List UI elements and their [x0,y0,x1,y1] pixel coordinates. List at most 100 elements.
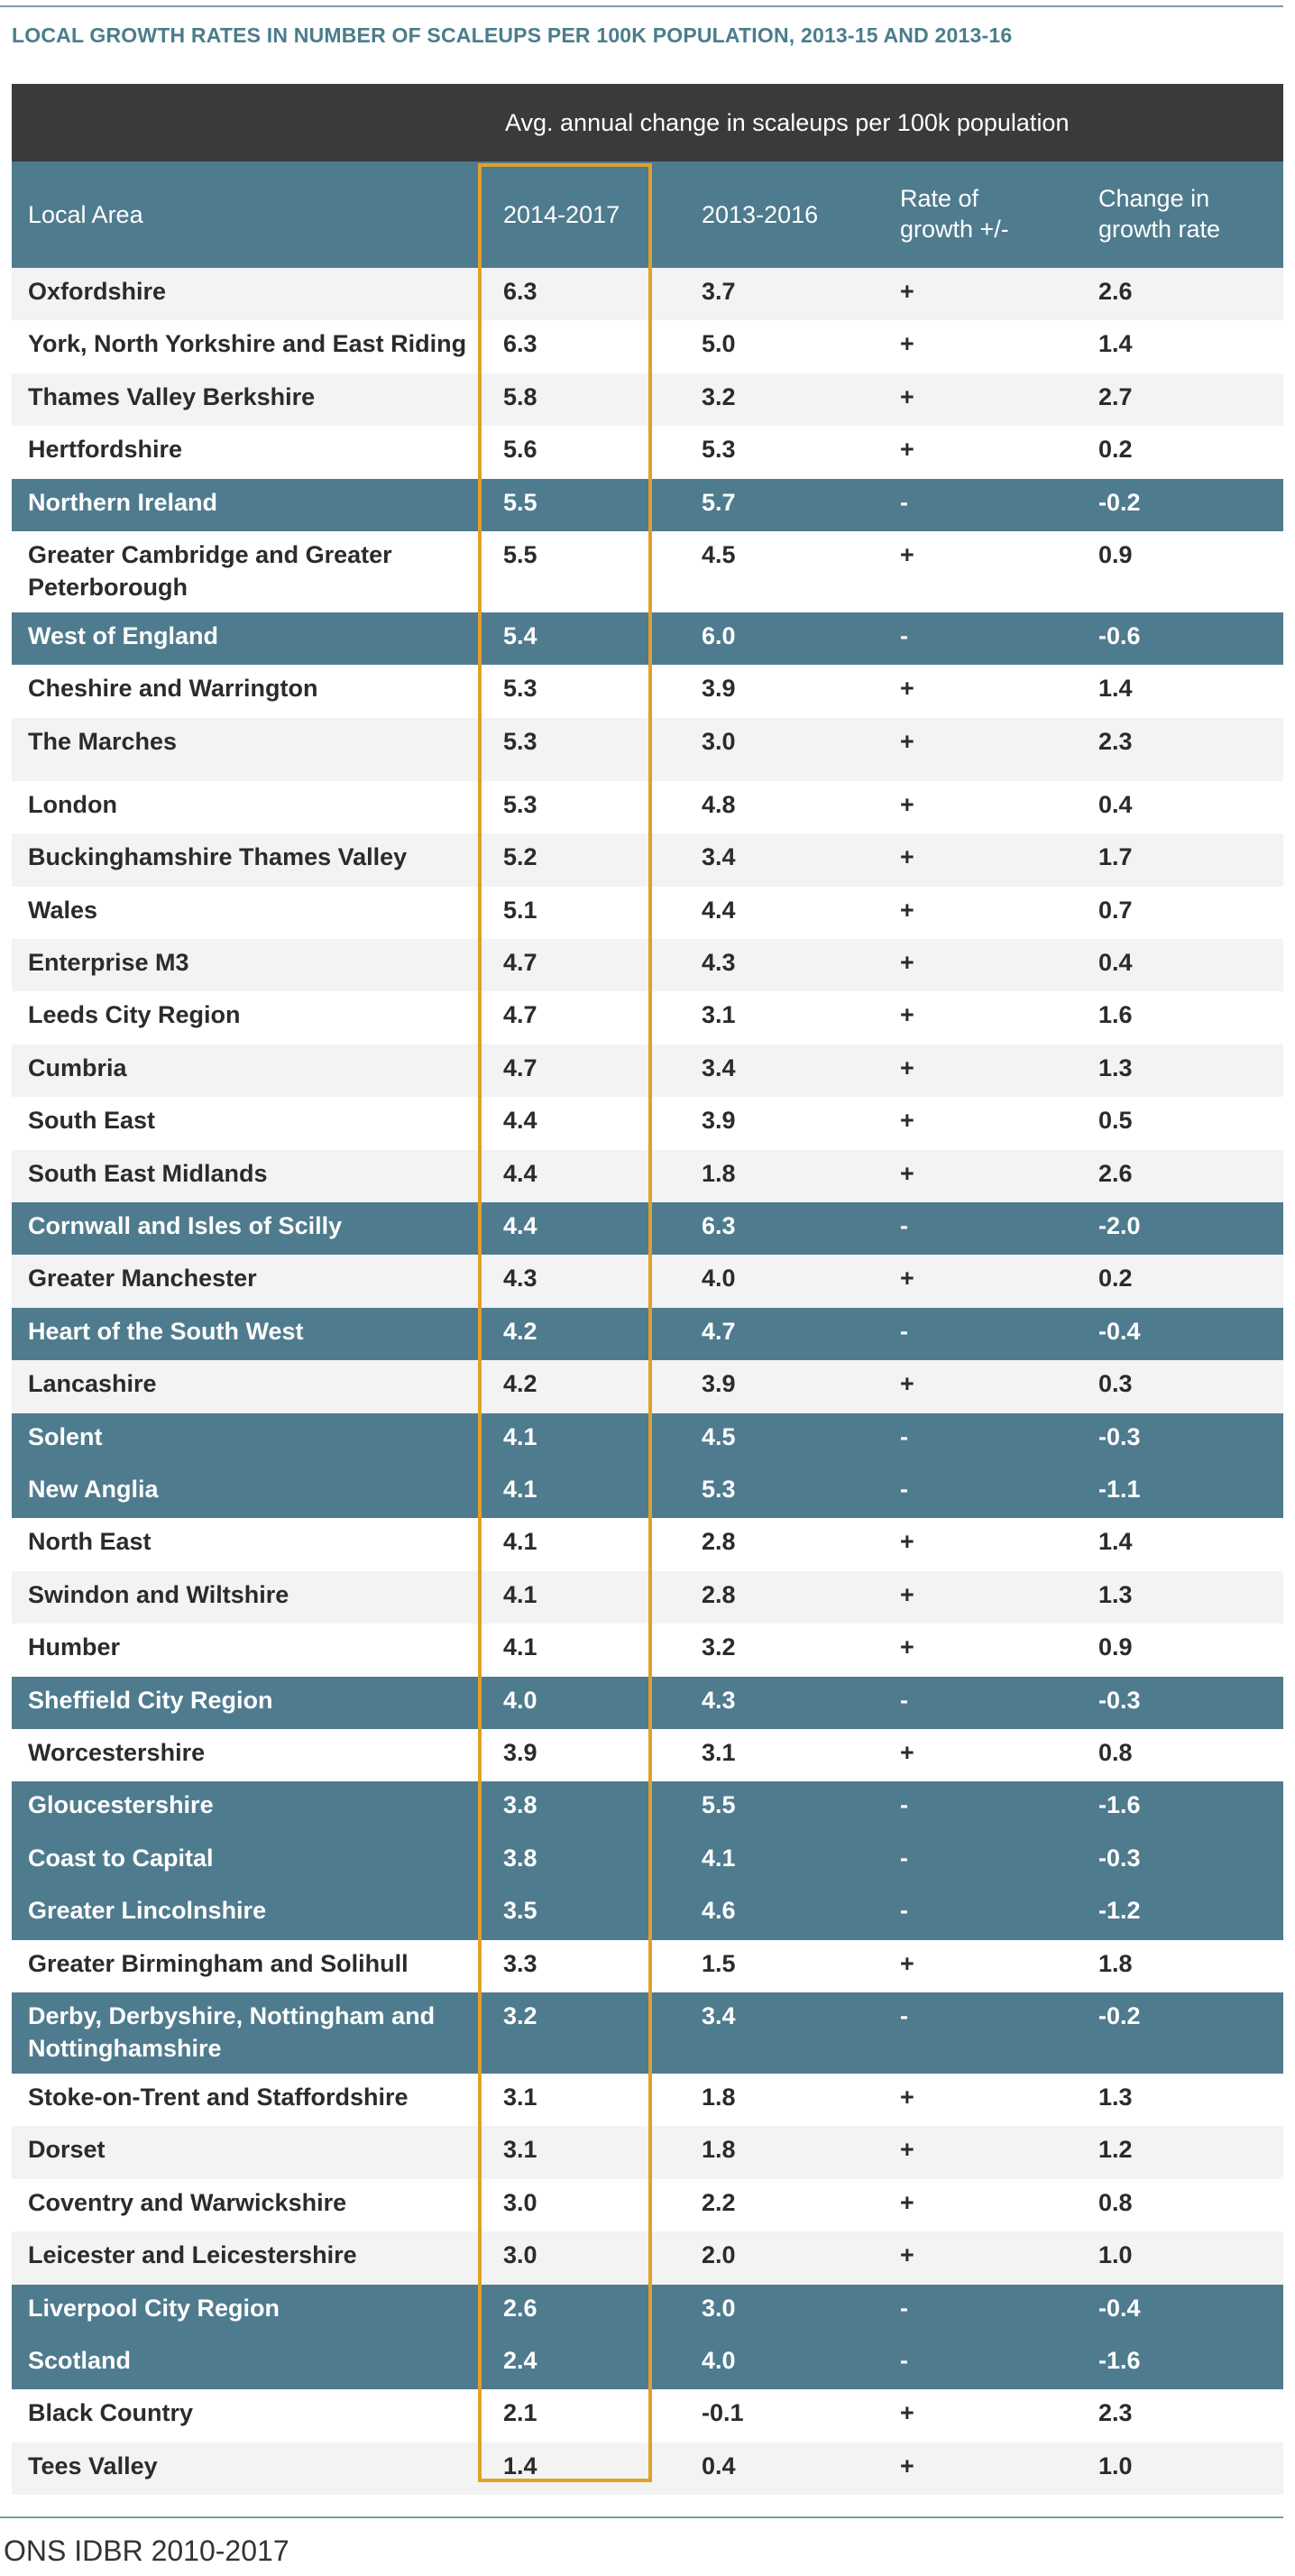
cell-rate-of-growth: + [900,896,914,924]
cell-rate-of-growth: + [900,1159,914,1187]
column-header-2014-2017: 2014-2017 [503,201,620,228]
cell-change-in-growth-rate: 1.3 [1098,1580,1133,1608]
cell-local-area: London [28,790,117,818]
table-row: London 5.3 4.8 +0.4 [12,780,1283,834]
cell-2014-2017: 6.3 [503,278,537,305]
cell-2013-2016: 3.4 [702,1053,736,1081]
table-row: Greater Cambridge and Greater Peterborou… [12,531,1283,612]
cell-change-in-growth-rate: 0.2 [1098,436,1133,464]
cell-2013-2016: 1.8 [702,2136,736,2164]
cell-rate-of-growth: - [900,1317,908,1345]
cell-change-in-growth-rate: 0.3 [1098,1370,1133,1398]
table-row: Wales 5.1 4.4 +0.7 [12,886,1283,939]
cell-2013-2016: 4.3 [702,949,736,976]
cell-2014-2017: 3.0 [503,2188,537,2216]
table-row: Worcestershire 3.9 3.1 +0.8 [12,1729,1283,1782]
cell-rate-of-growth: - [900,1791,908,1819]
cell-change-in-growth-rate: 0.7 [1098,896,1133,924]
cell-rate-of-growth: + [900,2188,914,2216]
cell-2014-2017: 4.0 [503,1686,537,1714]
cell-local-area: Greater Birmingham and Solihull [28,1949,409,1977]
table-row: Cumbria 4.7 3.4 +1.3 [12,1044,1283,1098]
cell-local-area: Greater Lincolnshire [28,1897,267,1925]
cell-2013-2016: 1.8 [702,1159,736,1187]
cell-rate-of-growth: + [900,541,914,568]
table-row: New Anglia 4.1 5.3 - -1.1 [12,1466,1283,1519]
cell-rate-of-growth: + [900,330,914,358]
cell-rate-of-growth: + [900,790,914,818]
cell-change-in-growth-rate: 1.4 [1098,675,1133,703]
cell-local-area: Scotland [28,2347,132,2374]
cell-change-in-growth-rate: 1.0 [1098,2452,1133,2479]
cell-2014-2017: 3.8 [503,1844,537,1872]
table-row: York, North Yorkshire and East Riding 6.3… [12,320,1283,373]
table-row: North East 4.1 2.8 +1.4 [12,1518,1283,1571]
cell-rate-of-growth: + [900,1001,914,1029]
cell-local-area: Lancashire [28,1370,157,1398]
table-row: Enterprise M3 4.7 4.3 +0.4 [12,939,1283,992]
cell-change-in-growth-rate: 2.7 [1098,382,1133,410]
cell-change-in-growth-rate: -0.4 [1098,1317,1141,1345]
table-row: Solent 4.1 4.5 - -0.3 [12,1412,1283,1466]
table-row: Leicester and Leicestershire 3.0 2.0 +1.0 [12,2231,1283,2285]
cell-rate-of-growth: - [900,1844,908,1872]
cell-local-area: Cumbria [28,1053,127,1081]
cell-2014-2017: 4.4 [503,1107,537,1135]
cell-local-area: Swindon and Wiltshire [28,1580,289,1608]
cell-rate-of-growth: - [900,2294,908,2322]
cell-change-in-growth-rate: -0.3 [1098,1422,1141,1450]
cell-change-in-growth-rate: 0.8 [1098,2188,1133,2216]
cell-change-in-growth-rate: 0.4 [1098,790,1133,818]
cell-local-area: Buckinghamshire Thames Valley [28,843,408,871]
cell-local-area: The Marches [28,727,178,755]
cell-2014-2017: 4.2 [503,1317,537,1345]
cell-2014-2017: 6.3 [503,330,537,358]
cell-2013-2016: 5.3 [702,436,736,464]
cell-local-area: West of England [28,622,219,649]
cell-2014-2017: 5.1 [503,896,537,924]
cell-change-in-growth-rate: 1.4 [1098,1528,1133,1556]
cell-local-area: Coventry and Warwickshire [28,2188,347,2216]
cell-local-area: Coast to Capital [28,1844,214,1872]
cell-change-in-growth-rate: -1.2 [1098,1897,1141,1925]
cell-2014-2017: 3.2 [503,2002,537,2029]
cell-change-in-growth-rate: -2.0 [1098,1212,1141,1239]
table-row: Coventry and Warwickshire 3.0 2.2 +0.8 [12,2178,1283,2232]
cell-2014-2017: 4.4 [503,1212,537,1239]
cell-change-in-growth-rate: -1.6 [1098,2347,1141,2374]
cell-2013-2016: 3.2 [702,382,736,410]
cell-2013-2016: 4.5 [702,541,736,568]
cell-rate-of-growth: - [900,1686,908,1714]
cell-change-in-growth-rate: -0.4 [1098,2294,1141,2322]
cell-change-in-growth-rate: -0.2 [1098,488,1141,516]
cell-2014-2017: 4.1 [503,1476,537,1503]
cell-2013-2016: 4.4 [702,896,736,924]
cell-rate-of-growth: + [900,2399,914,2427]
cell-2014-2017: 5.5 [503,541,537,568]
cell-2013-2016: 4.6 [702,1897,736,1925]
cell-rate-of-growth: + [900,949,914,976]
cell-change-in-growth-rate: 0.2 [1098,1265,1133,1293]
cell-local-area: Humber [28,1633,121,1661]
source-note: ONS IDBR 2010-2017 [4,2535,289,2567]
cell-rate-of-growth: + [900,1633,914,1661]
cell-rate-of-growth: + [900,843,914,871]
cell-local-area: Heart of the South West [28,1317,304,1345]
cell-rate-of-growth: + [900,727,914,755]
table-row: Oxfordshire 6.3 3.7 +2.6 [12,268,1283,321]
table-row: Dorset 3.1 1.8 +1.2 [12,2126,1283,2179]
cell-change-in-growth-rate: 0.9 [1098,1633,1133,1661]
cell-change-in-growth-rate: 1.4 [1098,330,1133,358]
cell-change-in-growth-rate: 2.3 [1098,2399,1133,2427]
cell-2014-2017: 4.1 [503,1528,537,1556]
cell-2013-2016: 4.8 [702,790,736,818]
cell-local-area: Northern Ireland [28,488,218,516]
cell-2013-2016: 6.0 [702,622,736,649]
cell-change-in-growth-rate: 1.0 [1098,2241,1133,2269]
group-header-label: Avg. annual change in scaleups per 100k … [505,109,1070,136]
column-header-local-area: Local Area [28,201,143,228]
cell-rate-of-growth: + [900,1107,914,1135]
cell-2014-2017: 5.2 [503,843,537,871]
cell-2013-2016: 3.0 [702,727,736,755]
